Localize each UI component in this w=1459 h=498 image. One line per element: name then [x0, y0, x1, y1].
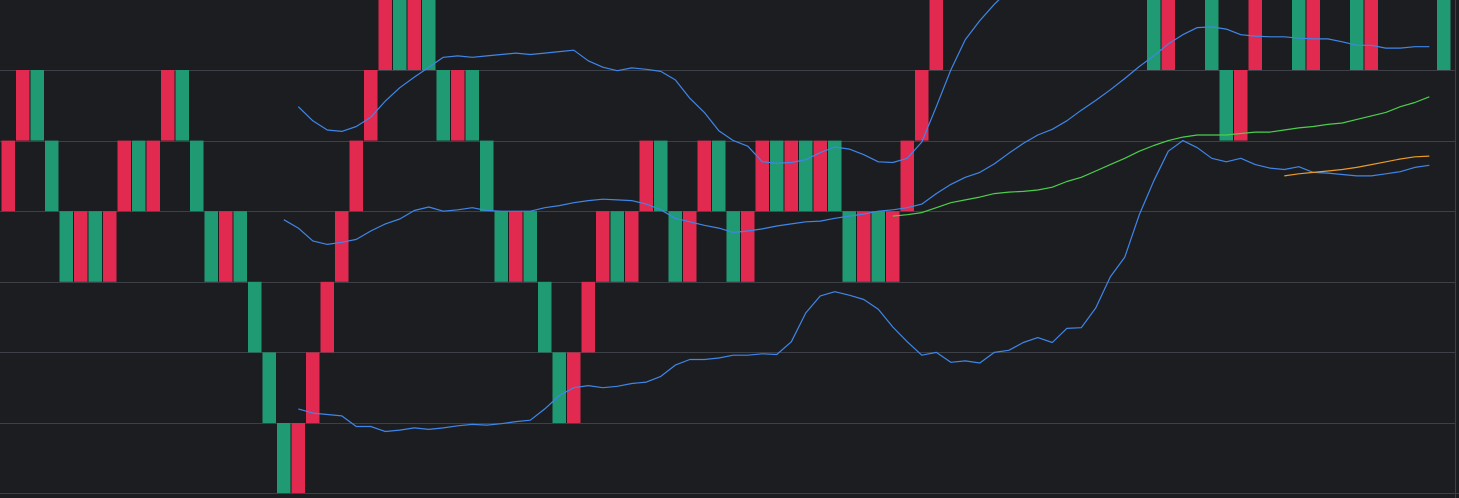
renko-brick-down: [364, 70, 378, 141]
renko-brick-down: [625, 211, 639, 282]
renko-brick-up: [88, 211, 102, 282]
renko-brick-down: [857, 211, 871, 282]
renko-brick-up: [393, 0, 407, 70]
renko-brick-up: [828, 140, 842, 212]
renko-brick-up: [480, 140, 494, 212]
renko-brick-up: [668, 211, 682, 282]
renko-brick-up: [30, 70, 44, 141]
renko-brick-down: [784, 140, 798, 212]
renko-brick-down: [755, 140, 769, 212]
bollinger-upper-line: [297, 0, 1000, 164]
renko-brick-down: [1364, 0, 1378, 70]
renko-brick-down: [161, 70, 175, 141]
renko-brick-up: [871, 211, 885, 282]
renko-brick-up: [248, 281, 262, 353]
moving-average-green-line: [892, 96, 1430, 217]
renko-brick-down: [900, 140, 914, 212]
renko-brick-down: [451, 70, 465, 141]
renko-brick-up: [262, 352, 276, 423]
renko-brick-down: [581, 281, 595, 353]
renko-brick-up: [770, 140, 784, 212]
renko-brick-down: [219, 211, 233, 282]
renko-brick-down: [335, 211, 349, 282]
renko-brick-up: [654, 140, 668, 212]
renko-brick-up: [465, 70, 479, 141]
renko-brick-up: [842, 211, 856, 282]
renko-brick-up: [610, 211, 624, 282]
renko-brick-down: [291, 423, 305, 494]
renko-brick-up: [233, 211, 247, 282]
bollinger-lower-line: [298, 140, 1430, 433]
renko-brick-up: [204, 211, 218, 282]
renko-brick-up: [712, 140, 726, 212]
indicator-lines: [283, 0, 1430, 433]
renko-brick-up: [1437, 0, 1451, 70]
renko-brick-up: [1292, 0, 1306, 70]
renko-brick-down: [1306, 0, 1320, 70]
renko-brick-up: [59, 211, 73, 282]
moving-average-orange-line: [1284, 155, 1430, 177]
renko-brick-up: [523, 211, 537, 282]
renko-brick-up: [494, 211, 508, 282]
renko-brick-up: [190, 140, 204, 212]
renko-brick-down: [378, 0, 392, 70]
renko-brick-down: [886, 211, 900, 282]
renko-brick-down: [16, 70, 30, 141]
renko-brick-down: [929, 0, 943, 70]
renko-brick-up: [132, 140, 146, 212]
renko-brick-up: [1350, 0, 1364, 70]
renko-brick-down: [103, 211, 117, 282]
renko-brick-down: [146, 140, 160, 212]
renko-brick-down: [639, 140, 653, 212]
renko-brick-down: [915, 70, 929, 141]
renko-brick-down: [320, 281, 334, 353]
renko-brick-down: [117, 140, 131, 212]
renko-brick-up: [45, 140, 59, 212]
renko-brick-down: [683, 211, 697, 282]
renko-brick-up: [277, 423, 291, 494]
renko-brick-up: [1219, 70, 1233, 141]
renko-brick-up: [175, 70, 189, 141]
renko-brick-down: [407, 0, 421, 70]
renko-brick-down: [741, 211, 755, 282]
renko-brick-down: [697, 140, 711, 212]
renko-brick-down: [74, 211, 88, 282]
renko-brick-down: [1161, 0, 1175, 70]
renko-brick-up: [422, 0, 436, 70]
renko-brick-down: [813, 140, 827, 212]
bollinger-middle-line: [283, 26, 1430, 245]
renko-brick-down: [349, 140, 363, 212]
renko-brick-up: [552, 352, 566, 423]
renko-brick-down: [1234, 70, 1248, 141]
renko-brick-down: [306, 352, 320, 423]
renko-brick-down: [1, 140, 15, 212]
renko-brick-up: [436, 70, 450, 141]
renko-brick-up: [726, 211, 740, 282]
renko-brick-down: [596, 211, 610, 282]
renko-brick-up: [799, 140, 813, 212]
renko-brick-down: [1248, 0, 1262, 70]
renko-brick-up: [1205, 0, 1219, 70]
renko-brick-up: [538, 281, 552, 353]
renko-brick-down: [509, 211, 523, 282]
